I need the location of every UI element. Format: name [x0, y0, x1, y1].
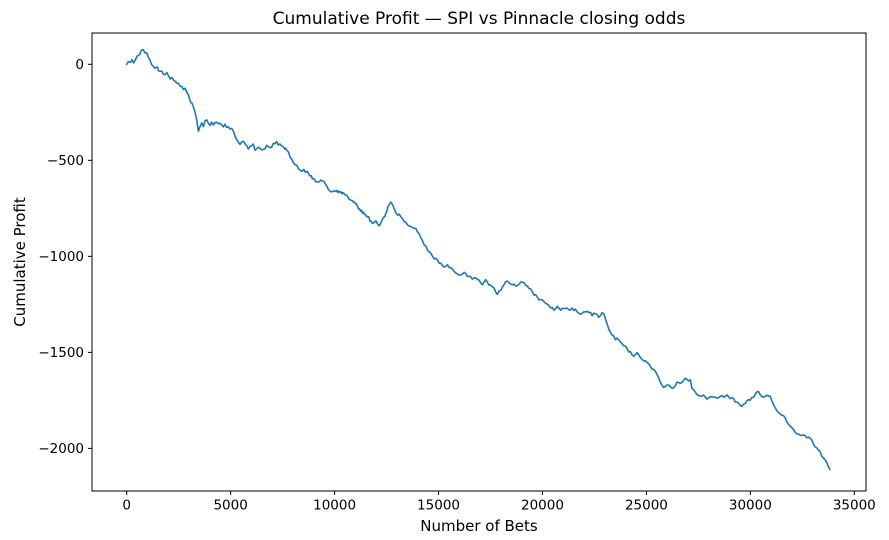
x-tick-label: 30000 [729, 498, 772, 514]
x-tick-label: 0 [122, 498, 131, 514]
y-tick-label: −1500 [38, 345, 84, 361]
x-tick-label: 35000 [833, 498, 876, 514]
x-tick-label: 20000 [521, 498, 564, 514]
y-tick-label: −2000 [38, 441, 84, 457]
cumulative-profit-line [125, 48, 831, 471]
y-axis-label: Cumulative Profit [11, 197, 29, 327]
plot-area [92, 33, 866, 491]
y-tick-label: 0 [75, 57, 84, 73]
axes-spines [91, 32, 867, 492]
y-tick-label: −1000 [38, 249, 84, 265]
y-tick-label: −500 [47, 153, 84, 169]
axis-ticks: 0 5000 10000 15000 20000 25000 30000 35000 0 −500… [38, 57, 875, 513]
x-tick-label: 10000 [313, 498, 356, 514]
x-axis-label: Number of Bets [420, 517, 538, 535]
x-tick-label: 5000 [213, 498, 247, 514]
chart-title: Cumulative Profit — SPI vs Pinnacle clos… [273, 9, 686, 29]
x-tick-label: 15000 [417, 498, 460, 514]
x-tick-label: 25000 [625, 498, 668, 514]
